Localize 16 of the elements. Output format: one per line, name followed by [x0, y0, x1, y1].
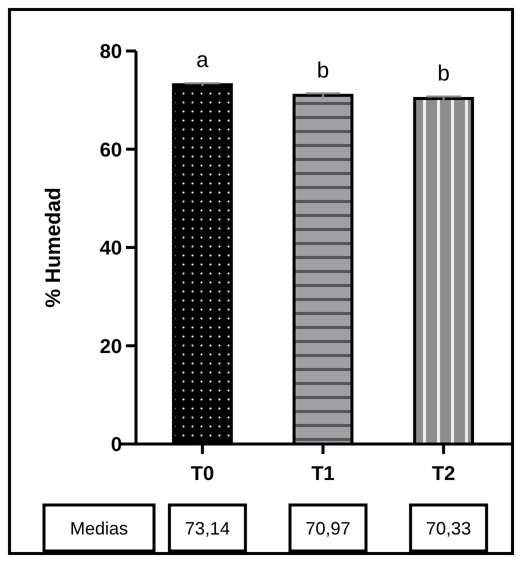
y-tick-label: 20: [100, 336, 122, 358]
x-tick-label: T0: [190, 463, 214, 485]
y-axis-title: % Humedad: [42, 187, 65, 308]
data-label: 70,33: [426, 518, 472, 538]
y-tick-label: 0: [110, 434, 122, 456]
annotation: b: [316, 57, 330, 82]
data-label: 70,97: [305, 518, 351, 538]
text: Medias: [70, 518, 128, 538]
y-tick-label: 80: [100, 41, 122, 63]
x-tick-label: T2: [432, 463, 456, 485]
x-tick-label: T1: [311, 463, 335, 485]
y-tick-label: 40: [100, 238, 122, 260]
y-tick-label: 60: [100, 139, 122, 162]
annotation: a: [196, 47, 210, 72]
annotation: b: [437, 60, 450, 86]
data-label: 73,14: [184, 518, 230, 538]
